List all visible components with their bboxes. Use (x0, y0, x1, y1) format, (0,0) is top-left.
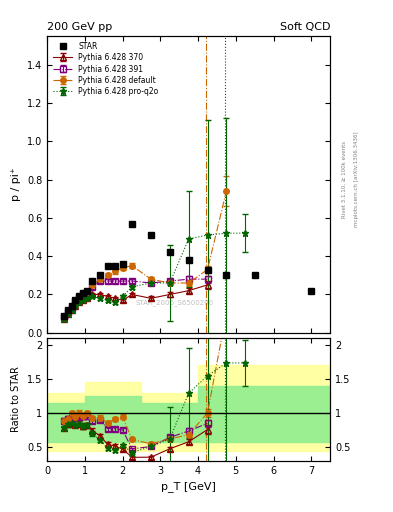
STAR (167, 249, 172, 255)
STAR (81, 289, 85, 295)
Text: STAR_2006_S6500200: STAR_2006_S6500200 (136, 300, 213, 306)
STAR (252, 272, 257, 279)
STAR (224, 272, 229, 279)
Y-axis label: Ratio to STAR: Ratio to STAR (11, 367, 21, 432)
STAR (73, 297, 78, 303)
STAR (120, 261, 125, 267)
X-axis label: p_T [GeV]: p_T [GeV] (161, 481, 216, 492)
Text: 200 GeV pp: 200 GeV pp (47, 23, 112, 32)
Text: Soft QCD: Soft QCD (280, 23, 330, 32)
STAR (90, 278, 95, 284)
STAR (186, 257, 191, 263)
STAR (69, 303, 74, 309)
STAR (97, 272, 102, 279)
STAR (77, 293, 82, 300)
Text: Rivet 3.1.10, ≥ 100k events: Rivet 3.1.10, ≥ 100k events (342, 141, 347, 218)
STAR (62, 312, 66, 318)
STAR (309, 288, 314, 294)
STAR (149, 232, 153, 238)
Line: STAR: STAR (61, 220, 315, 319)
STAR (130, 221, 134, 227)
Y-axis label: p / pi⁺: p / pi⁺ (11, 167, 21, 201)
Text: mcplots.cern.ch [arXiv:1306.3436]: mcplots.cern.ch [arXiv:1306.3436] (354, 132, 359, 227)
STAR (66, 307, 70, 313)
STAR (205, 267, 210, 273)
STAR (84, 288, 89, 294)
STAR (105, 263, 110, 269)
STAR (113, 263, 118, 269)
Legend: STAR, Pythia 6.428 370, Pythia 6.428 391, Pythia 6.428 default, Pythia 6.428 pro: STAR, Pythia 6.428 370, Pythia 6.428 391… (51, 39, 161, 98)
